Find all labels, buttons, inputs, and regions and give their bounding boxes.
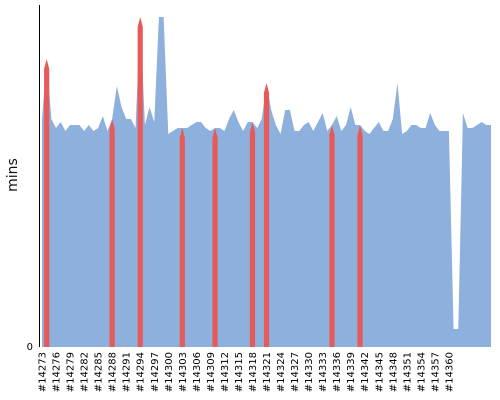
highlighted-build-bar <box>263 83 270 347</box>
plot-area <box>42 17 491 347</box>
highlighted-build-bar <box>109 119 115 347</box>
x-tick-label: #14273 <box>38 352 49 392</box>
x-tick-label: #14291 <box>122 352 133 392</box>
x-tick-label: #14330 <box>304 352 315 392</box>
x-tick-label: #14351 <box>402 352 413 392</box>
highlighted-build-bar <box>179 128 185 347</box>
y-axis-label: mins <box>5 158 21 192</box>
x-tick-label: #14315 <box>234 352 245 392</box>
x-tick-label: #14336 <box>332 352 343 392</box>
x-tick-label: #14348 <box>388 352 399 392</box>
x-tick-label: #14324 <box>276 352 287 392</box>
x-tick-label: #14321 <box>262 352 273 392</box>
highlighted-build-bar <box>329 125 335 347</box>
axes: 0 mins <box>5 5 40 353</box>
x-tick-label: #14276 <box>52 352 63 392</box>
highlighted-build-bar <box>357 125 363 347</box>
highlighted-build-bar <box>212 128 218 347</box>
y-tick-label: 0 <box>27 342 33 353</box>
x-tick-label: #14360 <box>444 352 455 392</box>
highlighted-build-bar <box>137 17 143 347</box>
x-tick-label: #14285 <box>94 352 105 392</box>
x-tick-label: #14309 <box>206 352 217 392</box>
x-tick-label: #14297 <box>150 352 161 392</box>
highlighted-build-bar <box>44 59 50 347</box>
x-tick-label: #14306 <box>192 352 203 392</box>
x-tick-labels: #14273 #14276 #14279 #14282 #14285 #14288 #142… <box>38 352 456 392</box>
x-tick-label: #14312 <box>220 352 231 392</box>
x-tick-label: #14294 <box>136 352 147 392</box>
x-tick-label: #14327 <box>290 352 301 392</box>
x-tick-label: #14300 <box>164 352 175 392</box>
x-tick-label: #14303 <box>178 352 189 392</box>
x-tick-label: #14342 <box>360 352 371 392</box>
x-tick-label: #14288 <box>108 352 119 392</box>
x-tick-label: #14282 <box>80 352 91 392</box>
x-tick-label: #14339 <box>346 352 357 392</box>
x-tick-label: #14333 <box>318 352 329 392</box>
x-tick-label: #14357 <box>430 352 441 392</box>
x-tick-label: #14318 <box>248 352 259 392</box>
highlighted-build-bar <box>249 122 256 347</box>
x-tick-label: #14345 <box>374 352 385 392</box>
x-tick-label: #14354 <box>416 352 427 392</box>
x-tick-label: #14279 <box>66 352 77 392</box>
